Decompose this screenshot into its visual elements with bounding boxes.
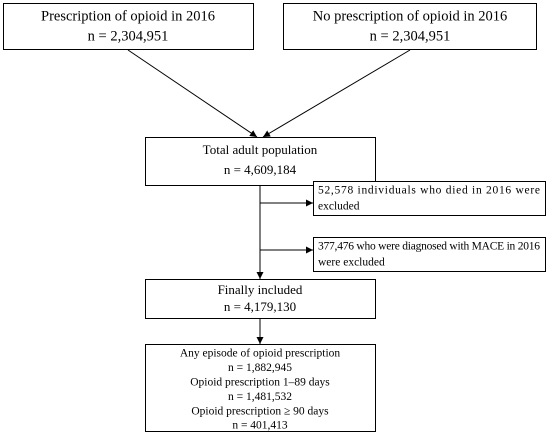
arrow [262,49,411,138]
box [3,3,254,50]
box-text: Opioid prescription 1–89 days [190,377,330,389]
box [313,237,546,272]
box [313,181,546,216]
box-text: Total adult population [203,142,318,157]
box [145,137,376,186]
box-text: n = 2,304,951 [370,28,451,44]
box-text: excluded [318,201,360,213]
box-text: No prescription of opioid in 2016 [313,8,508,24]
box-text: were excluded [318,257,385,269]
box-text: n = 4,179,130 [224,299,296,314]
box-text: Opioid prescription ≥ 90 days [191,406,329,418]
box-text: 377,476 who were diagnosed with MACE in … [318,241,540,253]
box-text: n = 2,304,951 [88,28,169,44]
box-text: Any episode of opioid prescription [180,348,341,360]
box [145,344,376,432]
box-text: Finally included [218,282,303,297]
box-text: 52,578 individuals who died in 2016 were [318,185,540,197]
box-text: Prescription of opioid in 2016 [41,8,215,24]
box-text: n = 4,609,184 [224,162,297,177]
box-text: n = 401,413 [232,420,288,432]
arrow [127,49,258,138]
box-text: n = 1,481,532 [228,391,292,403]
box [283,3,537,50]
box [145,279,376,319]
box-text: n = 1,882,945 [228,362,292,374]
